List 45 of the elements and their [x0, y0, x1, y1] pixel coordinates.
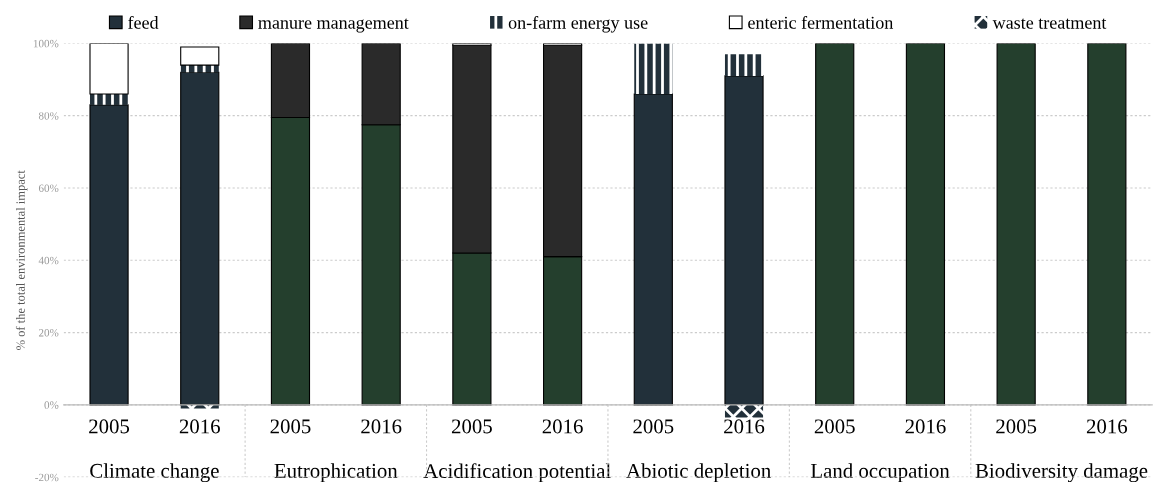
y-axis-title: % of the total environmental impact	[15, 170, 28, 350]
x-tick-label: 2016	[542, 419, 583, 434]
x-tick-label: 2016	[361, 419, 402, 434]
bar	[724, 75, 764, 406]
bar	[724, 404, 764, 418]
bar	[89, 104, 129, 406]
x-tick-label: 2016	[1086, 419, 1128, 434]
y-tick-label: 80%	[38, 112, 59, 120]
x-tick-label: 2005	[633, 419, 674, 434]
legend-label: on-farm energy use	[508, 15, 648, 33]
legend-label: feed	[128, 15, 159, 29]
bar	[180, 71, 220, 406]
annotation: Acidification potential	[423, 463, 611, 482]
bar	[633, 93, 673, 406]
annotation: Biodiversity damage	[975, 463, 1148, 482]
y-tick-label: 60%	[38, 184, 59, 192]
annotation: Eutrophication	[274, 463, 398, 482]
legend-label: enteric fermentation	[748, 15, 894, 29]
annotation: Climate change	[90, 463, 219, 482]
bar	[724, 54, 764, 76]
y-tick-label: 100%	[33, 39, 59, 48]
x-tick-label: 2005	[270, 419, 311, 434]
x-tick-label: 2016	[724, 419, 765, 434]
bar	[89, 43, 129, 95]
x-tick-label: 2005	[996, 419, 1037, 434]
y-tick-label: 20%	[38, 329, 59, 337]
annotation: Land occupation	[810, 463, 950, 482]
annotation: Abiotic depletion	[626, 463, 771, 482]
bar	[634, 43, 673, 94]
bar	[815, 43, 855, 406]
y-tick-label: -20%	[35, 473, 59, 482]
x-tick-label: 2005	[89, 419, 130, 434]
y-tick-label: 40%	[38, 256, 59, 265]
bar	[905, 43, 946, 406]
x-tick-label: 2005	[814, 419, 855, 434]
bar	[1087, 43, 1127, 406]
legend-label: manure management	[258, 18, 409, 33]
bar	[180, 46, 220, 66]
y-tick-label: 0%	[44, 401, 59, 409]
legend-label: waste treatment	[992, 18, 1107, 29]
x-tick-label: 2016	[179, 419, 220, 434]
bar	[90, 93, 129, 105]
x-tick-label: 2005	[451, 419, 492, 434]
bar	[996, 43, 1036, 406]
x-tick-label: 2016	[905, 419, 946, 434]
